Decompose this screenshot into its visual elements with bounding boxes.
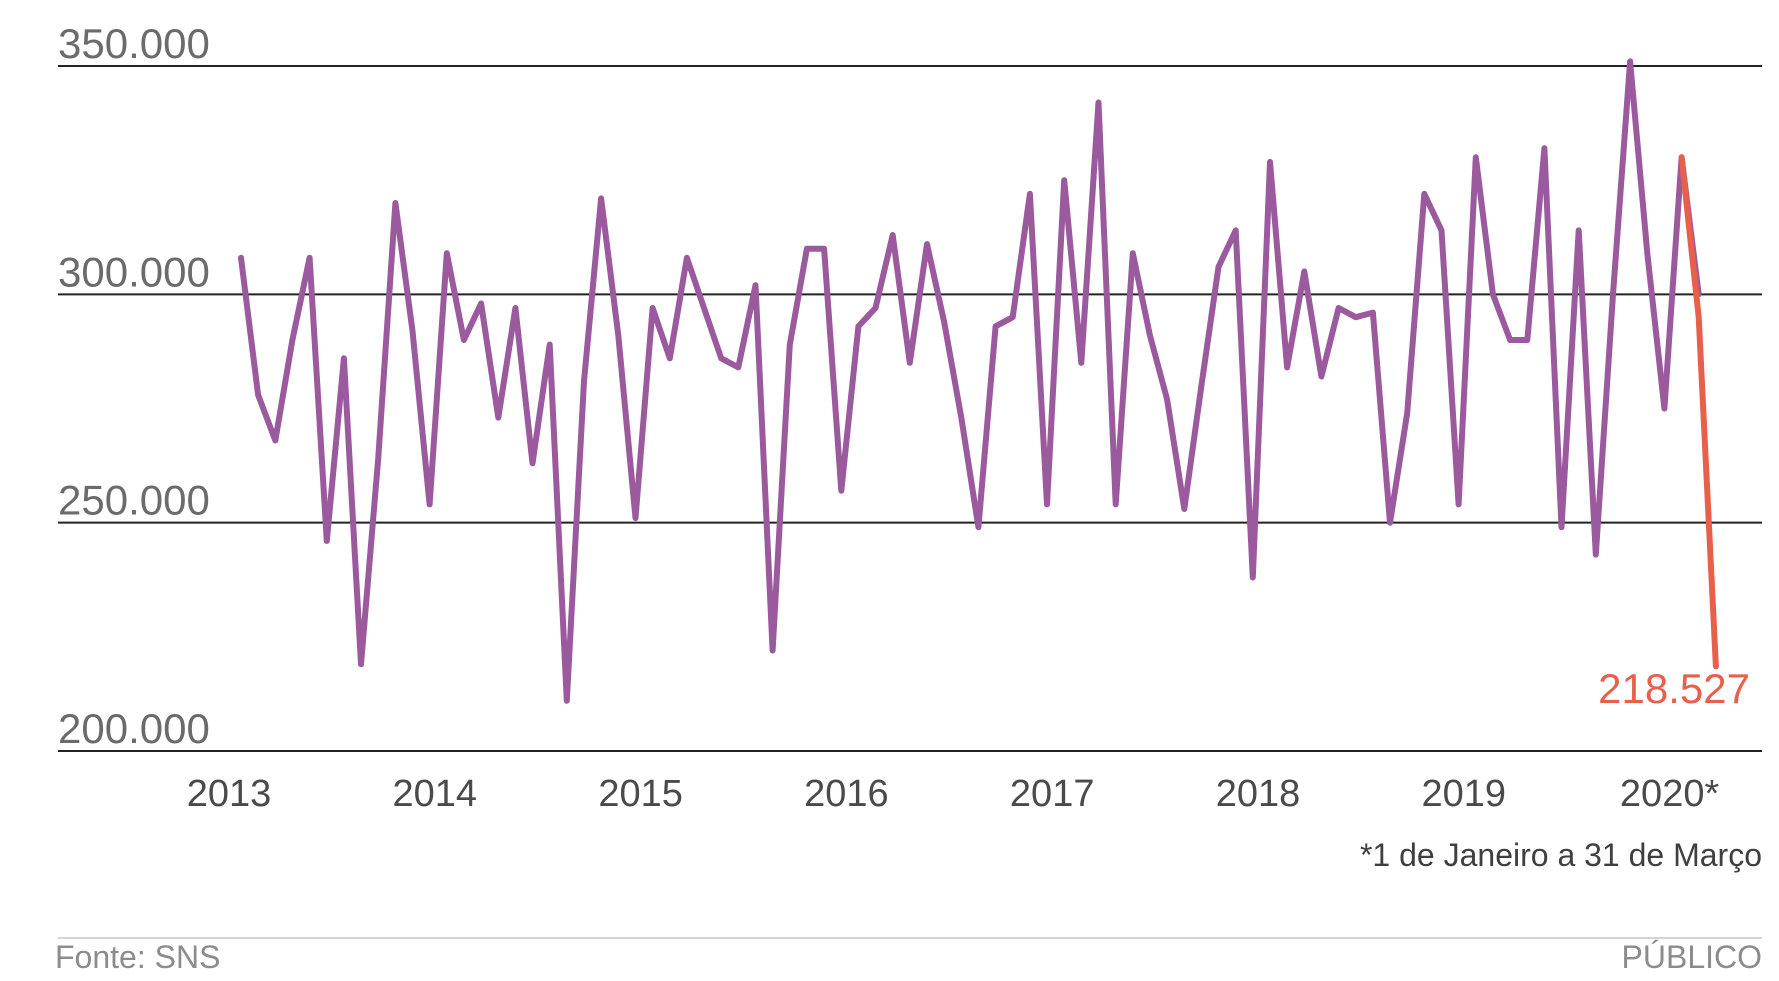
source-note: Fonte: SNS [55,939,220,975]
y-tick-label: 200.000 [58,705,210,752]
y-axis-ticks: 200.000 250.000 300.000 350.000 [58,20,210,752]
y-tick-label: 350.000 [58,20,210,67]
x-tick-label: 2014 [393,773,478,815]
x-tick-label: 2015 [598,773,683,815]
series-line-2020 [1678,154,1719,670]
series-line-monthly [238,58,1702,704]
last-value-label: 218.527 [1598,665,1750,712]
y-tick-label: 300.000 [58,248,210,295]
x-axis-ticks: 2013 2014 2015 2016 2017 2018 2019 2020* [187,773,1720,815]
x-tick-label: 2017 [1010,773,1095,815]
x-tick-label: 2018 [1216,773,1301,815]
footnote: *1 de Janeiro a 31 de Março [1360,837,1762,873]
gridlines [58,65,1762,752]
x-tick-label: 2020* [1620,773,1720,815]
publisher-brand: PÚBLICO [1622,939,1762,975]
x-tick-label: 2013 [187,773,272,815]
series-lines [238,58,1719,704]
x-tick-label: 2019 [1422,773,1507,815]
x-tick-label: 2016 [804,773,889,815]
y-tick-label: 250.000 [58,477,210,524]
